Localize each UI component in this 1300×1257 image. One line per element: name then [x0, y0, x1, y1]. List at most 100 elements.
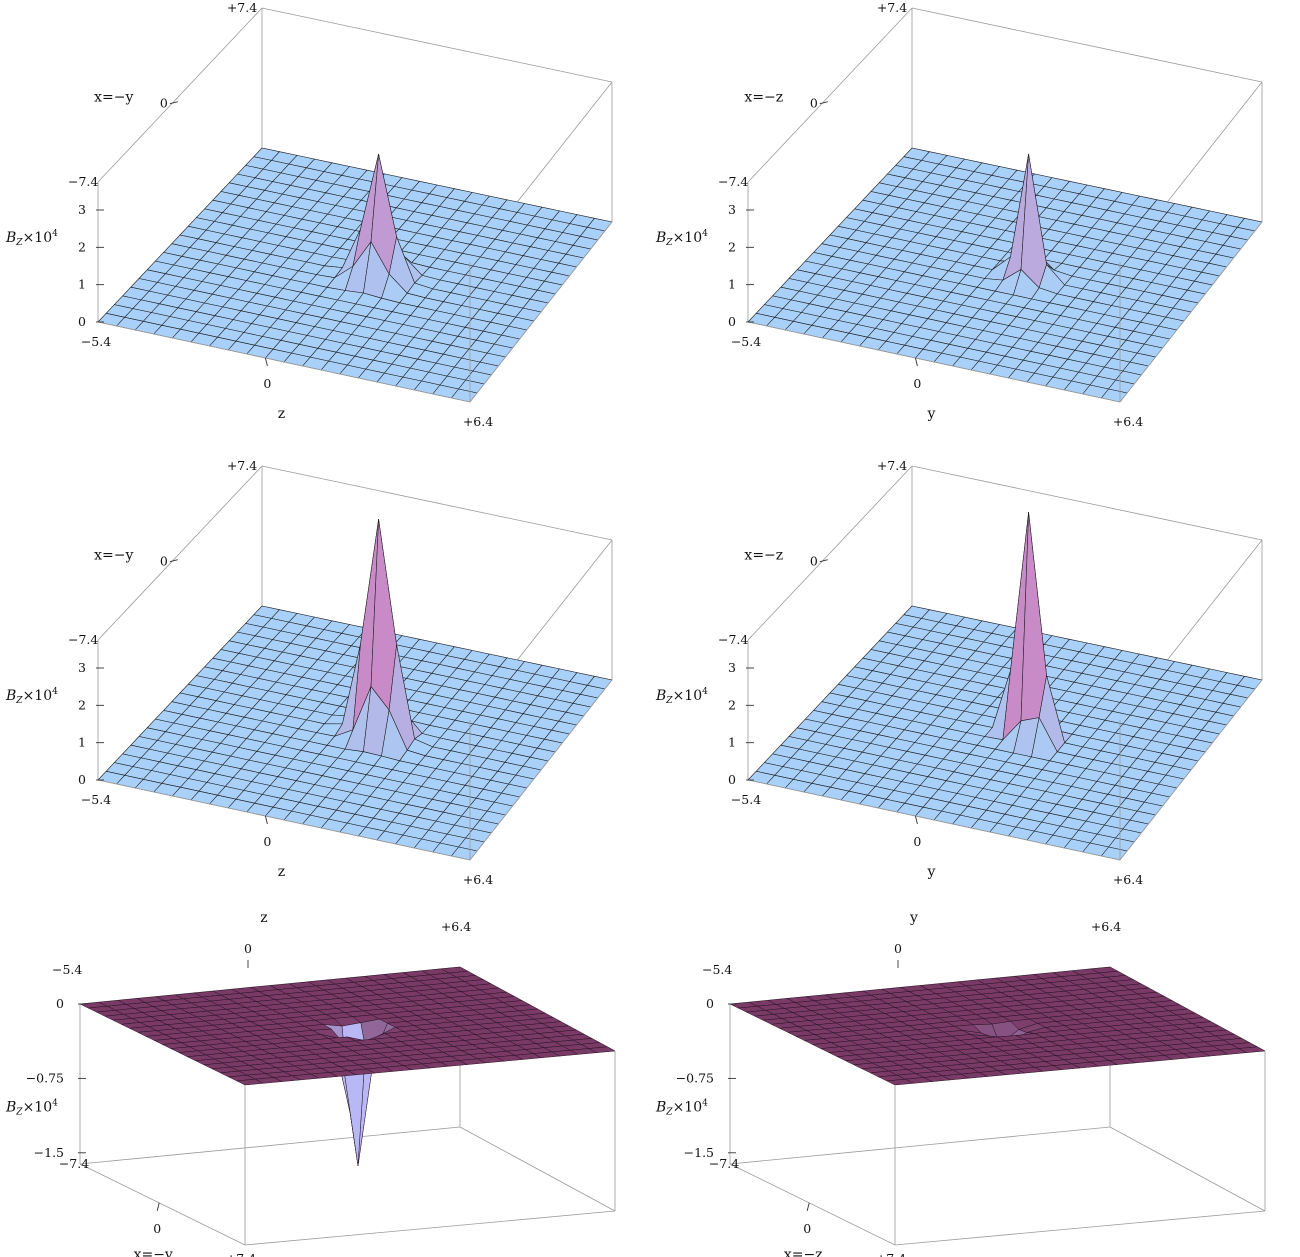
axis2-mid-label: 0	[803, 1221, 811, 1236]
bounding-box-edge	[97, 7, 263, 183]
z-axis-label: BZ×104	[5, 1098, 58, 1117]
axis2-min-label: −7.4	[59, 1156, 89, 1171]
axis2-label: x=−z	[784, 1247, 823, 1257]
axis2-label: x=−y	[134, 1247, 173, 1257]
bounding-box-edge	[729, 1163, 896, 1246]
z-tick-label: 0	[78, 772, 86, 787]
z-tick-label: 0	[56, 996, 64, 1011]
z-tick-label: 0	[706, 996, 714, 1011]
bounding-box-edge	[729, 1126, 1111, 1165]
axis2-min-label: −7.4	[68, 174, 98, 189]
axis2-min-label: −7.4	[709, 1156, 739, 1171]
surface-plot: 0 1 2 3 BZ×104 −5.4 0 +6.4 y −7.4 0 +7.4 x=−z	[655, 0, 1263, 429]
bounding-box-edge	[244, 1210, 616, 1246]
axis1-label: z	[260, 910, 267, 926]
z-tick-label: −0.75	[26, 1070, 64, 1085]
axis1-mid-label: 0	[263, 376, 271, 391]
chart-panel-top-right: 0 1 2 3 BZ×104 −5.4 0 +6.4 y −7.4 0 +7.4 x=−z	[650, 0, 1300, 429]
axis2-max-label: +7.4	[226, 1251, 256, 1257]
axis1-min-label: −5.4	[702, 962, 732, 977]
axis2-tick-mark	[819, 559, 828, 563]
axis1-mid-label: 0	[263, 834, 271, 849]
surface-plot: 0 −0.75 −1.5 BZ×104 −5.4 0 +6.4 y −7.4 0 +7.4 x=−z	[655, 910, 1266, 1257]
axis1-max-label: +6.4	[463, 872, 493, 887]
surface-mesh	[97, 519, 613, 861]
axis2-max-label: +7.4	[877, 0, 907, 15]
surface-mesh	[97, 147, 613, 403]
axis2-max-label: +7.4	[876, 1251, 906, 1257]
bounding-box-edge	[97, 321, 471, 403]
z-tick-label: 1	[728, 735, 736, 750]
axis2-mid-label: 0	[153, 1221, 161, 1236]
bounding-box-edge	[79, 1126, 461, 1165]
axis2-mid-label: 0	[810, 554, 818, 569]
bounding-box-edge	[97, 465, 263, 641]
axis2-mid-label: 0	[160, 96, 168, 111]
axis1-tick-mark	[264, 815, 268, 825]
bounding-box-edge	[911, 7, 1263, 83]
axis2-min-label: −7.4	[718, 174, 748, 189]
axis1-max-label: +6.4	[1113, 872, 1143, 887]
z-axis-label: BZ×104	[655, 687, 708, 706]
surface-mesh	[747, 512, 1263, 861]
axis1-mid-label: 0	[913, 834, 921, 849]
chart-panel-bottom-right: 0 −0.75 −1.5 BZ×104 −5.4 0 +6.4 y −7.4 0 +7.4 x=−z	[650, 838, 1300, 1257]
axis2-tick-mark	[169, 559, 178, 563]
axis2-tick-mark	[806, 1202, 810, 1211]
bounding-box-edge	[747, 779, 1121, 861]
bounding-box-edge	[911, 465, 1263, 541]
surface-cell	[886, 1078, 914, 1086]
z-tick-label: −1.5	[34, 1145, 64, 1160]
surface-plot: 0 −0.75 −1.5 BZ×104 −5.4 0 +6.4 z −7.4 0 +7.4 x=−y	[5, 910, 616, 1257]
z-tick-label: 0	[78, 314, 86, 329]
axis2-label: x=−z	[744, 90, 783, 106]
axis2-tick-mark	[819, 101, 828, 105]
axis2-label: x=−y	[94, 90, 133, 106]
axis1-max-label: +6.4	[463, 414, 493, 429]
axis1-min-label: −5.4	[731, 334, 761, 349]
z-tick-label: 2	[728, 239, 736, 254]
axis1-label: z	[278, 864, 285, 880]
surface-plot: 0 1 2 3 BZ×104 −5.4 0 +6.4 z −7.4 0 +7.4 x=−y	[5, 0, 613, 429]
bounding-box-edge	[469, 221, 613, 403]
z-axis-label: BZ×104	[655, 229, 708, 248]
axis1-label: z	[278, 406, 285, 422]
z-tick-label: 0	[728, 314, 736, 329]
z-tick-label: 1	[728, 277, 736, 292]
z-tick-label: 1	[78, 735, 86, 750]
z-axis-label: BZ×104	[5, 229, 58, 248]
axis1-mid-label: 0	[913, 376, 921, 391]
chart-panel-bottom-left: 0 −0.75 −1.5 BZ×104 −5.4 0 +6.4 z −7.4 0 +7.4 x=−y	[0, 838, 650, 1257]
axis1-max-label: +6.4	[1091, 919, 1121, 934]
axis1-min-label: −5.4	[81, 334, 111, 349]
z-tick-label: 3	[78, 202, 86, 217]
z-tick-label: 3	[728, 660, 736, 675]
bounding-box-edge	[79, 1163, 246, 1246]
axis1-tick-mark	[914, 357, 918, 367]
surface-plot: 0 1 2 3 BZ×104 −5.4 0 +6.4 z −7.4 0 +7.4 x=−y	[5, 458, 613, 887]
z-tick-label: 2	[78, 697, 86, 712]
z-tick-label: 3	[78, 660, 86, 675]
bounding-box-edge	[97, 779, 471, 861]
axis2-tick-mark	[156, 1202, 160, 1211]
bounding-box-edge	[747, 7, 913, 183]
axis1-max-label: +6.4	[441, 919, 471, 934]
surface-plot: 0 1 2 3 BZ×104 −5.4 0 +6.4 y −7.4 0 +7.4 x=−z	[655, 458, 1263, 887]
bounding-box-edge	[747, 465, 913, 641]
axis1-label: y	[926, 864, 935, 880]
z-tick-label: −1.5	[684, 1145, 714, 1160]
axis1-tick-mark	[914, 815, 918, 825]
bounding-box-edge	[894, 1210, 1266, 1246]
axis2-max-label: +7.4	[227, 0, 257, 15]
axis2-mid-label: 0	[160, 554, 168, 569]
axis1-min-label: −5.4	[52, 962, 82, 977]
bounding-box-edge	[261, 7, 613, 83]
bounding-box-edge	[1119, 679, 1263, 861]
z-tick-label: 3	[728, 202, 736, 217]
axis2-max-label: +7.4	[877, 458, 907, 473]
bounding-box-edge	[1119, 221, 1263, 403]
axis2-label: x=−z	[744, 548, 783, 564]
z-tick-label: 0	[728, 772, 736, 787]
chart-panel-top-left: 0 1 2 3 BZ×104 −5.4 0 +6.4 z −7.4 0 +7.4 x=−y	[0, 0, 650, 429]
axis2-tick-mark	[169, 101, 178, 105]
